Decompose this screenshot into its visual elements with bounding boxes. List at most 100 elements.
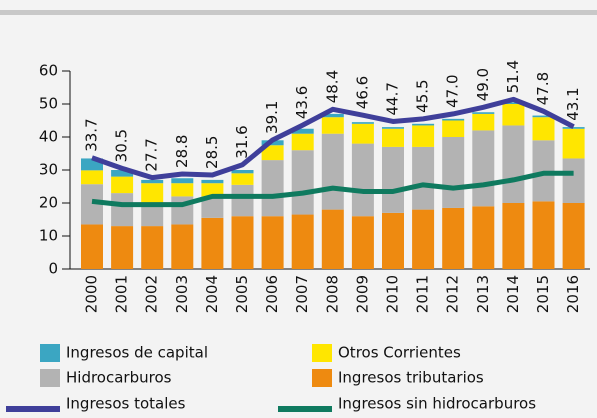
y-tick-label: 60: [39, 62, 58, 80]
data-label: 51.4: [504, 60, 522, 93]
y-tick-label: 10: [39, 227, 58, 245]
bar-segment: [562, 203, 585, 269]
bar-segment: [81, 184, 103, 225]
bar-segment: [321, 209, 344, 269]
bar-segment: [261, 160, 284, 217]
bar-segment: [201, 183, 224, 197]
x-tick-label: 2010: [384, 275, 402, 313]
data-label: 31.6: [233, 125, 251, 158]
bar-segment: [291, 214, 314, 269]
y-tick-label: 30: [39, 161, 58, 179]
bar-segment: [351, 216, 374, 269]
bar-segment: [141, 179, 164, 184]
data-label: 43.1: [564, 87, 582, 120]
bar-segment: [201, 217, 224, 269]
bar-segment: [502, 102, 525, 104]
bar-segment: [231, 216, 254, 269]
bar-segment: [141, 183, 164, 205]
bar-segment: [532, 117, 555, 141]
bar-segment: [141, 204, 164, 227]
x-tick-label: 2005: [233, 275, 251, 313]
bar-segment: [562, 128, 585, 159]
legend-label: Ingresos totales: [66, 395, 186, 413]
bar-segment: [351, 122, 374, 124]
legend-label: Hidrocarburos: [66, 369, 172, 387]
bar-segment: [291, 150, 314, 215]
bar-segment: [231, 184, 254, 217]
bar-segment: [442, 120, 465, 137]
bar-segment: [412, 209, 435, 269]
x-tick-label: 2016: [564, 275, 582, 313]
bar-segment: [291, 133, 314, 151]
bar-segment: [171, 178, 194, 184]
x-tick-label: 2007: [293, 275, 311, 313]
bar-segment: [412, 125, 435, 147]
bar-segment: [502, 104, 525, 126]
bar-segment: [261, 145, 284, 161]
bar-segment: [412, 123, 435, 126]
data-label: 28.5: [203, 136, 221, 169]
bar-segment: [111, 170, 134, 177]
bar-segment: [171, 183, 194, 197]
legend-swatch: [40, 369, 60, 387]
legend-swatch: [312, 344, 332, 362]
y-tick-label: 20: [39, 194, 58, 212]
data-label: 45.5: [414, 79, 432, 112]
data-label: 28.8: [173, 135, 191, 168]
bar-segment: [321, 133, 344, 210]
x-tick-label: 2006: [263, 275, 281, 313]
bar-segment: [382, 127, 404, 129]
bar-segment: [472, 112, 495, 114]
bar-segment: [532, 201, 555, 269]
legend-swatch: [312, 369, 332, 387]
bar-segment: [351, 143, 374, 217]
bar-segment: [111, 176, 134, 194]
x-tick-label: 2008: [323, 275, 341, 313]
bar-segment: [472, 130, 495, 207]
legend-label: Otros Corrientes: [338, 344, 461, 362]
bar-segment: [201, 196, 224, 218]
bar-segment: [382, 146, 404, 213]
bar-segment: [472, 113, 495, 131]
bar-segment: [81, 224, 103, 269]
bar-segment: [562, 127, 585, 129]
data-label: 30.5: [113, 129, 131, 162]
bar-segment: [321, 117, 344, 134]
data-label: 48.4: [323, 70, 341, 103]
bar-segment: [81, 158, 103, 171]
line-series: [91, 96, 575, 181]
bar-segment: [201, 179, 224, 184]
data-label: 44.7: [384, 82, 402, 115]
bar-segment: [141, 226, 164, 269]
bar-segment: [321, 113, 344, 118]
x-tick-label: 2001: [113, 275, 131, 313]
data-label: 43.6: [293, 86, 311, 119]
bar-segment: [261, 216, 284, 269]
x-tick-label: 2012: [444, 275, 462, 313]
bar-segment: [442, 137, 465, 208]
x-tick-label: 2002: [143, 275, 161, 313]
y-tick-label: 50: [39, 95, 58, 113]
bar-segment: [291, 128, 314, 134]
data-label: 33.7: [83, 118, 101, 151]
bar-segment: [81, 170, 103, 185]
bar-segment: [351, 123, 374, 144]
bar-segment: [111, 226, 134, 269]
bar-segment: [231, 170, 254, 174]
bar-segment: [111, 193, 134, 227]
bar-segment: [412, 146, 435, 210]
bar-segment: [382, 128, 404, 147]
bar-segment: [171, 224, 194, 269]
legend-label: Ingresos sin hidrocarburos: [338, 395, 536, 413]
bar-segment: [382, 212, 404, 269]
x-tick-label: 2004: [203, 275, 221, 313]
x-tick-label: 2013: [474, 275, 492, 313]
data-label: 49.0: [474, 68, 492, 101]
bar-segment: [442, 118, 465, 121]
bar-segment: [562, 158, 585, 203]
legend-label: Ingresos de capital: [66, 344, 208, 362]
bar-segment: [502, 203, 525, 269]
x-tick-label: 2015: [534, 275, 552, 313]
x-tick-label: 2009: [353, 275, 371, 313]
bar-segment: [442, 207, 465, 269]
